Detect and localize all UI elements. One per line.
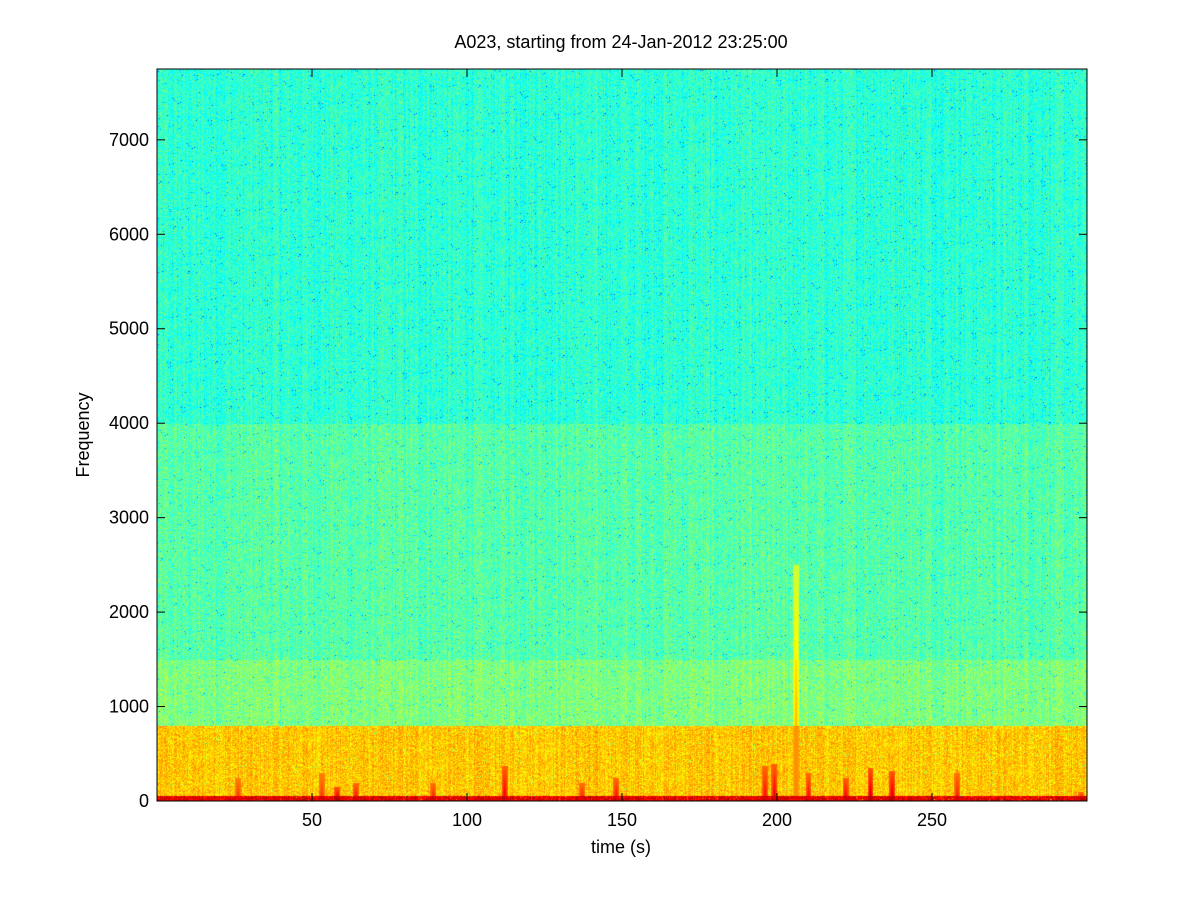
y-tick-label: 2000 <box>109 602 149 622</box>
x-tick-label: 200 <box>762 810 792 830</box>
y-tick-label: 4000 <box>109 413 149 433</box>
y-tick-label: 3000 <box>109 508 149 528</box>
y-tick-label: 6000 <box>109 224 149 244</box>
x-tick-label: 250 <box>917 810 947 830</box>
y-tick-label: 7000 <box>109 130 149 150</box>
y-tick-label: 5000 <box>109 319 149 339</box>
x-tick-label: 150 <box>607 810 637 830</box>
x-axis-label: time (s) <box>591 837 651 857</box>
chart-title: A023, starting from 24-Jan-2012 23:25:00 <box>454 32 787 52</box>
y-tick-label: 1000 <box>109 697 149 717</box>
plot-area <box>156 68 1088 802</box>
x-tick-label: 100 <box>452 810 482 830</box>
spectrogram-image <box>157 69 1087 801</box>
y-axis: 0 1000 2000 3000 4000 5000 6000 7000 <box>109 130 1087 811</box>
x-tick-label: 50 <box>302 810 322 830</box>
y-tick-label: 0 <box>139 791 149 811</box>
y-axis-label: Frequency <box>73 392 93 477</box>
x-axis: 50 100 150 200 250 <box>302 69 947 830</box>
